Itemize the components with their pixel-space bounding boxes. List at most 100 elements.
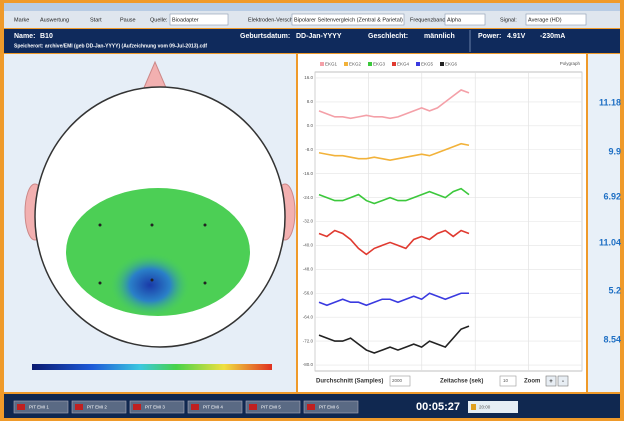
channel-button-label: PIT EMI 3 (145, 405, 165, 410)
graph-mode: Polygraph (560, 61, 581, 66)
legend-swatch (440, 62, 444, 66)
channel-button[interactable] (129, 400, 185, 414)
legend-label: EKG2 (349, 62, 362, 67)
y-tick-label: -32.0 (303, 219, 314, 224)
info-power-label: Power: (478, 33, 501, 40)
trace (318, 187, 470, 205)
y-tick-label: -8.0 (305, 147, 313, 152)
channel-value: 11.18 (599, 97, 621, 107)
y-tick-label: -40.0 (303, 243, 314, 248)
y-tick-label: -64.0 (303, 314, 314, 319)
average-value: 2000 (392, 378, 403, 383)
y-tick-label: -56.0 (303, 290, 314, 295)
trace (318, 292, 469, 307)
toolbar-label[interactable]: Pause (120, 17, 136, 23)
dropdown[interactable] (169, 13, 229, 26)
dropdown[interactable] (525, 13, 587, 26)
legend-swatch (344, 62, 348, 66)
dropdown-value: Bioadapter (172, 17, 199, 23)
electrodes (98, 223, 207, 285)
info-power: 4.91V (507, 33, 526, 40)
dropdown[interactable] (291, 13, 405, 26)
zoom-plus-label: + (549, 379, 553, 385)
status-text: 20:00 (479, 405, 491, 410)
y-tick-label: 0.0 (307, 123, 314, 128)
zoom-minus-label: - (562, 379, 564, 385)
info-name: B10 (40, 33, 53, 40)
status-icon (471, 404, 476, 410)
channel-value: 8.54 (603, 334, 621, 344)
zoom-minus[interactable] (557, 375, 569, 387)
channel-value: 5.2 (608, 285, 621, 295)
channel-button-label: PIT EMI 5 (261, 405, 281, 410)
average-input[interactable] (389, 375, 411, 387)
toolbar-label[interactable]: Auswertung (40, 17, 69, 23)
value-panel (588, 54, 620, 392)
toolbar-label[interactable]: Marke (14, 17, 29, 23)
graph-panel (298, 54, 586, 392)
channel-button[interactable] (187, 400, 243, 414)
toolbar-label[interactable]: Quelle: (150, 17, 168, 23)
toolbar-label[interactable]: Elektroden-Verschaltung: (248, 17, 310, 23)
clock: 00:05:27 (416, 401, 460, 413)
title-bar (4, 3, 620, 11)
button-icon (307, 404, 315, 410)
channel-button-label: PIT EMI 4 (203, 405, 223, 410)
channel-button[interactable] (245, 400, 301, 414)
y-tick-label: 8.0 (307, 99, 314, 104)
toolbar-label[interactable]: Frequenzband: (410, 17, 447, 23)
button-icon (133, 404, 141, 410)
legend-label: EKG4 (397, 62, 410, 67)
legend-swatch (368, 62, 372, 66)
average-label: Durchschnitt (Samples) (316, 379, 383, 385)
y-tick-label: -80.0 (303, 362, 314, 367)
channel-button[interactable] (71, 400, 127, 414)
channel-button-label: PIT EMI 1 (29, 405, 49, 410)
status-box (468, 401, 518, 413)
button-icon (17, 404, 25, 410)
y-tick-label: 16.0 (304, 75, 313, 80)
dropdown[interactable] (444, 13, 486, 26)
trace (318, 142, 470, 162)
info-birth: DD-Jan-YYYY (296, 33, 342, 40)
button-icon (75, 404, 83, 410)
y-tick-label: -16.0 (303, 171, 314, 176)
trace (318, 229, 470, 256)
toolbar-label[interactable]: Start (90, 17, 102, 23)
legend-label: EKG6 (445, 62, 458, 67)
zoom-plus[interactable] (545, 375, 557, 387)
topography-low (110, 253, 190, 317)
y-tick-label: -24.0 (303, 195, 314, 200)
info-bar (4, 29, 620, 53)
toolbar-label[interactable]: Signal: (500, 17, 517, 23)
head-map (24, 60, 296, 370)
legend-swatch (320, 62, 324, 66)
channel-button[interactable] (303, 400, 359, 414)
info-path: Speicherort: archive/EMI (geb DD-Jan-YYY… (14, 43, 207, 49)
channel-button[interactable] (13, 400, 69, 414)
dropdown-value: Alpha (447, 17, 462, 23)
info-current: -230mA (540, 33, 565, 40)
info-name-label: Name: (14, 33, 35, 40)
info-sex: männlich (424, 33, 455, 40)
color-bar (32, 364, 272, 370)
legend-swatch (416, 62, 420, 66)
zoom-label: Zoom (524, 379, 540, 385)
legend-label: EKG3 (373, 62, 386, 67)
channel-value: 6.92 (603, 191, 621, 201)
legend-label: EKG1 (325, 62, 338, 67)
trace (318, 89, 470, 120)
info-sex-label: Geschlecht: (368, 33, 408, 40)
button-icon (249, 404, 257, 410)
trace (318, 325, 470, 354)
channel-value: 9.9 (608, 146, 621, 156)
dropdown-value: Bipolarer Seitenvergleich (Zentral & Par… (294, 17, 403, 23)
time-input[interactable] (499, 375, 517, 387)
y-tick-label: -72.0 (303, 338, 314, 343)
button-icon (191, 404, 199, 410)
channel-value: 11.04 (599, 237, 621, 247)
y-tick-label: -48.0 (303, 267, 314, 272)
channel-button-label: PIT EMI 2 (87, 405, 107, 410)
channel-button-label: PIT EMI 6 (319, 405, 339, 410)
